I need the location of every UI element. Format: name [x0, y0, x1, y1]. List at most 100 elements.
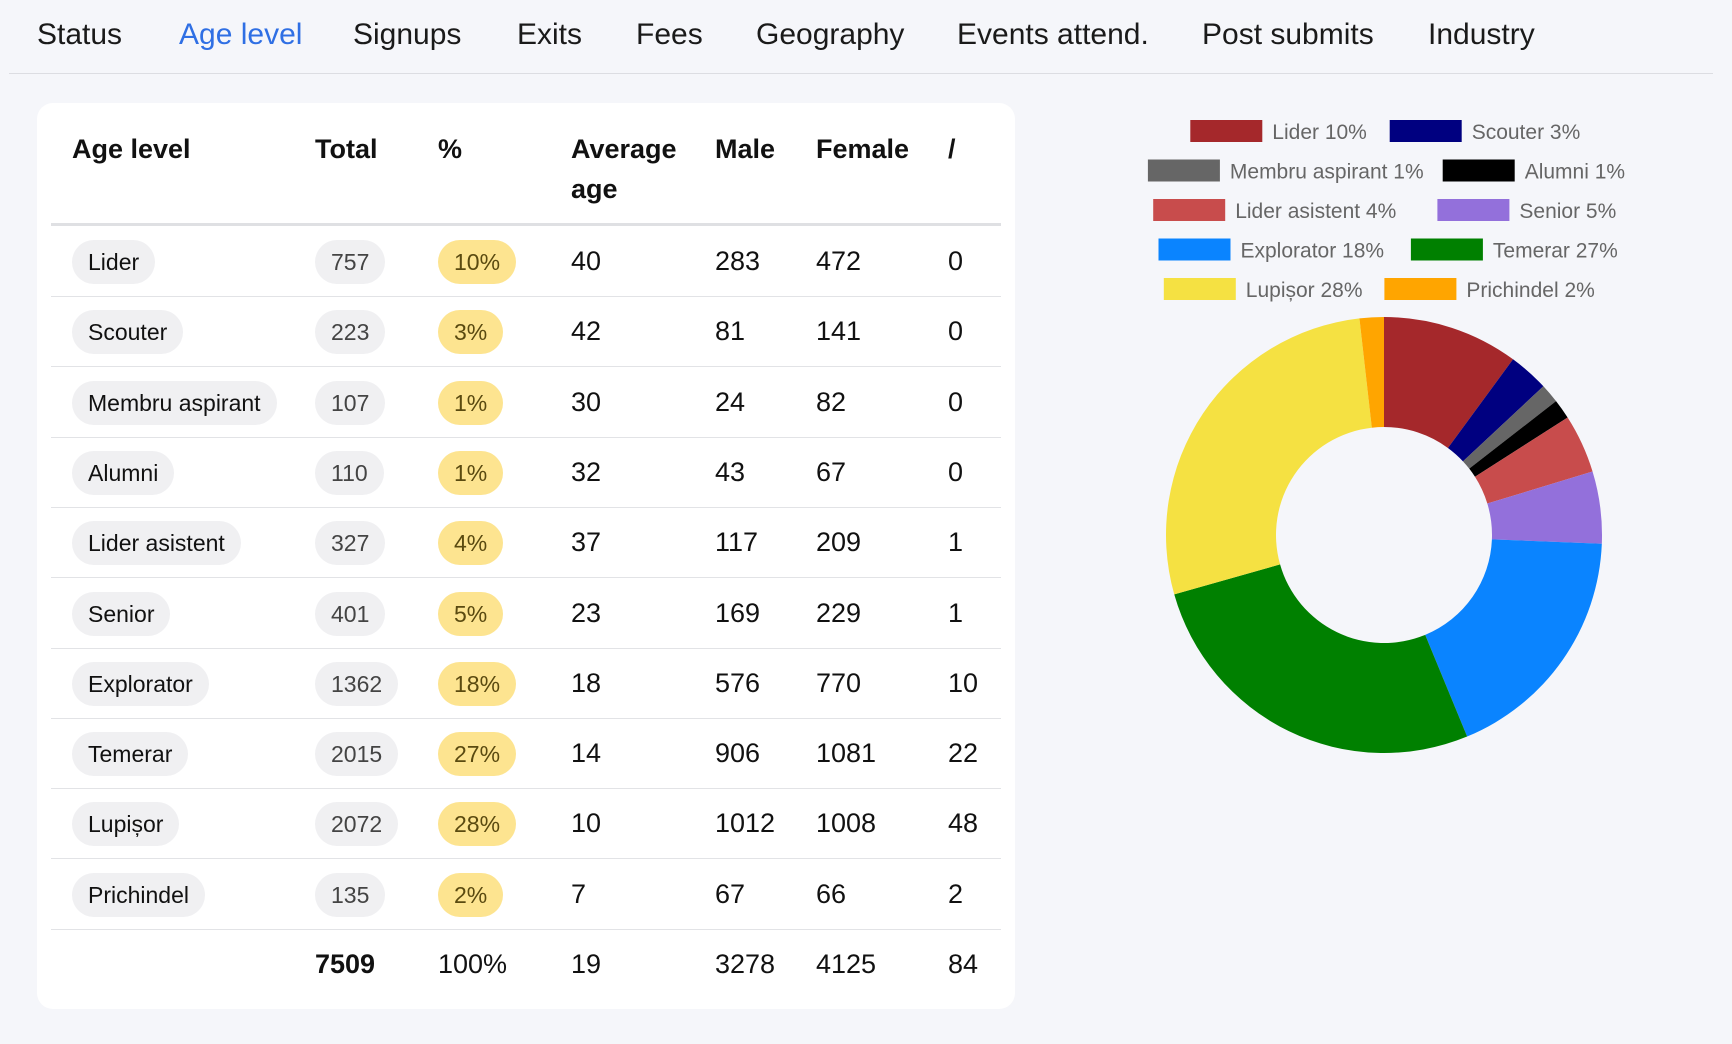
donut-slice[interactable]	[1384, 317, 1514, 448]
donut-slice[interactable]	[1487, 471, 1602, 544]
table-row: Temerar 2015 27% 14 906 1081 22	[51, 718, 1001, 790]
donut-slice[interactable]	[1447, 359, 1544, 462]
total-badge: 757	[315, 240, 386, 284]
total-badge: 107	[315, 380, 386, 425]
legend-swatch	[1384, 278, 1457, 300]
donut-slice[interactable]	[1462, 386, 1557, 469]
donut-slice[interactable]	[1469, 401, 1568, 477]
other-cell: 1	[948, 597, 964, 628]
female-cell: 472	[816, 246, 862, 276]
donut-slice[interactable]	[1166, 318, 1372, 595]
tab-geography[interactable]: Geography	[756, 18, 905, 51]
percent-badge: 27%	[438, 732, 517, 777]
legend-swatch	[1442, 159, 1515, 182]
table-row: Scouter 223 3% 42 81 141 0	[51, 296, 1001, 368]
age-level-badge: Senior	[72, 591, 171, 636]
male-cell: 67	[715, 878, 746, 909]
header-percent: %	[438, 134, 463, 164]
legend-label: Lider 10%	[1272, 121, 1367, 144]
tab-status[interactable]: Status	[37, 18, 123, 51]
tab-signups[interactable]: Signups	[353, 18, 462, 51]
legend-swatch	[1153, 199, 1226, 221]
male-cell: 1012	[715, 808, 776, 839]
header-average-age-line2: age	[571, 174, 618, 204]
legend-item[interactable]: Temerar 27%	[1410, 238, 1618, 263]
percent-badge: 10%	[438, 240, 517, 284]
female-cell: 229	[816, 597, 862, 628]
legend-item[interactable]: Senior 5%	[1437, 199, 1616, 223]
totals-total: 7509	[315, 949, 376, 979]
legend-item[interactable]: Membru aspirant 1%	[1147, 159, 1424, 184]
total-badge: 2072	[315, 802, 399, 847]
legend-swatch	[1389, 120, 1462, 142]
male-cell: 576	[715, 667, 761, 698]
total-badge: 223	[315, 310, 386, 355]
age-level-chart: Lider 10% Scouter 3% Membru aspirant 1% Alu…	[1120, 105, 1680, 765]
percent-badge: 4%	[438, 521, 504, 566]
age-level-badge: Lider asistent	[72, 521, 241, 566]
tab-fees[interactable]: Fees	[636, 18, 703, 51]
average-age-cell: 37	[571, 527, 602, 558]
total-badge: 110	[315, 450, 384, 495]
male-cell: 24	[715, 386, 746, 417]
header-male: Male	[715, 134, 776, 164]
totals-row: 7509 100% 19 3278 4125 84	[51, 929, 1001, 999]
age-level-table-card: Age level Total % Average age Male Femal…	[37, 103, 1015, 1009]
tab-events-attend[interactable]: Events attend.	[957, 18, 1149, 51]
legend-item[interactable]: Lider 10%	[1190, 120, 1367, 144]
tab-industry[interactable]: Industry	[1428, 18, 1535, 51]
male-cell: 283	[715, 246, 761, 276]
header-total: Total	[315, 134, 378, 164]
table-row: Alumni 110 1% 32 43 67 0	[51, 437, 1001, 508]
legend-label: Alumni 1%	[1525, 161, 1625, 184]
legend-item[interactable]: Scouter 3%	[1389, 120, 1581, 144]
legend-label: Scouter 3%	[1472, 121, 1581, 144]
donut-slice[interactable]	[1359, 317, 1384, 428]
average-age-cell: 23	[571, 597, 602, 628]
female-cell: 82	[816, 386, 847, 417]
donut-slice[interactable]	[1474, 417, 1593, 504]
table-row: Membru aspirant 107 1% 30 24 82 0	[51, 367, 1001, 438]
tab-bar: Status Age level Signups Exits Fees Geog…	[9, 0, 1713, 74]
total-badge: 2015	[315, 732, 399, 777]
header-divider	[51, 223, 1001, 226]
age-level-badge: Membru aspirant	[72, 380, 277, 425]
legend-swatch	[1190, 120, 1263, 142]
legend-item[interactable]: Lider asistent 4%	[1153, 199, 1396, 223]
totals-male: 3278	[715, 949, 776, 979]
average-age-cell: 14	[571, 738, 602, 769]
tab-exits[interactable]: Exits	[517, 18, 583, 51]
tab-age-level[interactable]: Age level	[179, 18, 303, 51]
legend-label: Lider asistent 4%	[1235, 200, 1396, 223]
other-cell: 0	[948, 456, 964, 487]
table-row: Lider asistent 327 4% 37 117 209 1	[51, 507, 1001, 579]
total-badge: 327	[315, 521, 386, 566]
male-cell: 906	[715, 738, 761, 769]
legend-swatch	[1163, 278, 1236, 300]
donut-chart: Lider 10% Scouter 3% Membru aspirant 1% Alu…	[1147, 120, 1625, 753]
donut-slice[interactable]	[1425, 539, 1602, 737]
header-age-level: Age level	[72, 134, 191, 164]
age-level-badge: Lupișor	[72, 802, 180, 847]
percent-badge: 18%	[438, 661, 517, 706]
female-cell: 141	[816, 316, 862, 347]
header-average-age: Average age	[571, 129, 677, 209]
total-badge: 135	[315, 872, 386, 917]
legend-item[interactable]: Lupișor 28%	[1163, 278, 1363, 302]
totals-other: 84	[948, 949, 979, 979]
table-row: Lider 757 10% 40 283 472 0	[51, 226, 1001, 297]
other-cell: 0	[948, 386, 964, 417]
tab-post-submits[interactable]: Post submits	[1202, 18, 1374, 51]
percent-badge: 5%	[438, 591, 504, 636]
other-cell: 1	[948, 527, 964, 558]
legend-item[interactable]: Prichindel 2%	[1384, 278, 1595, 302]
average-age-cell: 10	[571, 808, 602, 839]
table-row: Explorator 1362 18% 18 576 770 10	[51, 648, 1001, 719]
header-slash: /	[948, 134, 956, 164]
legend-item[interactable]: Explorator 18%	[1158, 238, 1385, 263]
legend-item[interactable]: Alumni 1%	[1442, 159, 1625, 184]
totals-average-age: 19	[571, 949, 602, 979]
legend-label: Membru aspirant 1%	[1230, 161, 1424, 184]
male-cell: 117	[715, 527, 759, 558]
donut-slice[interactable]	[1174, 564, 1468, 753]
